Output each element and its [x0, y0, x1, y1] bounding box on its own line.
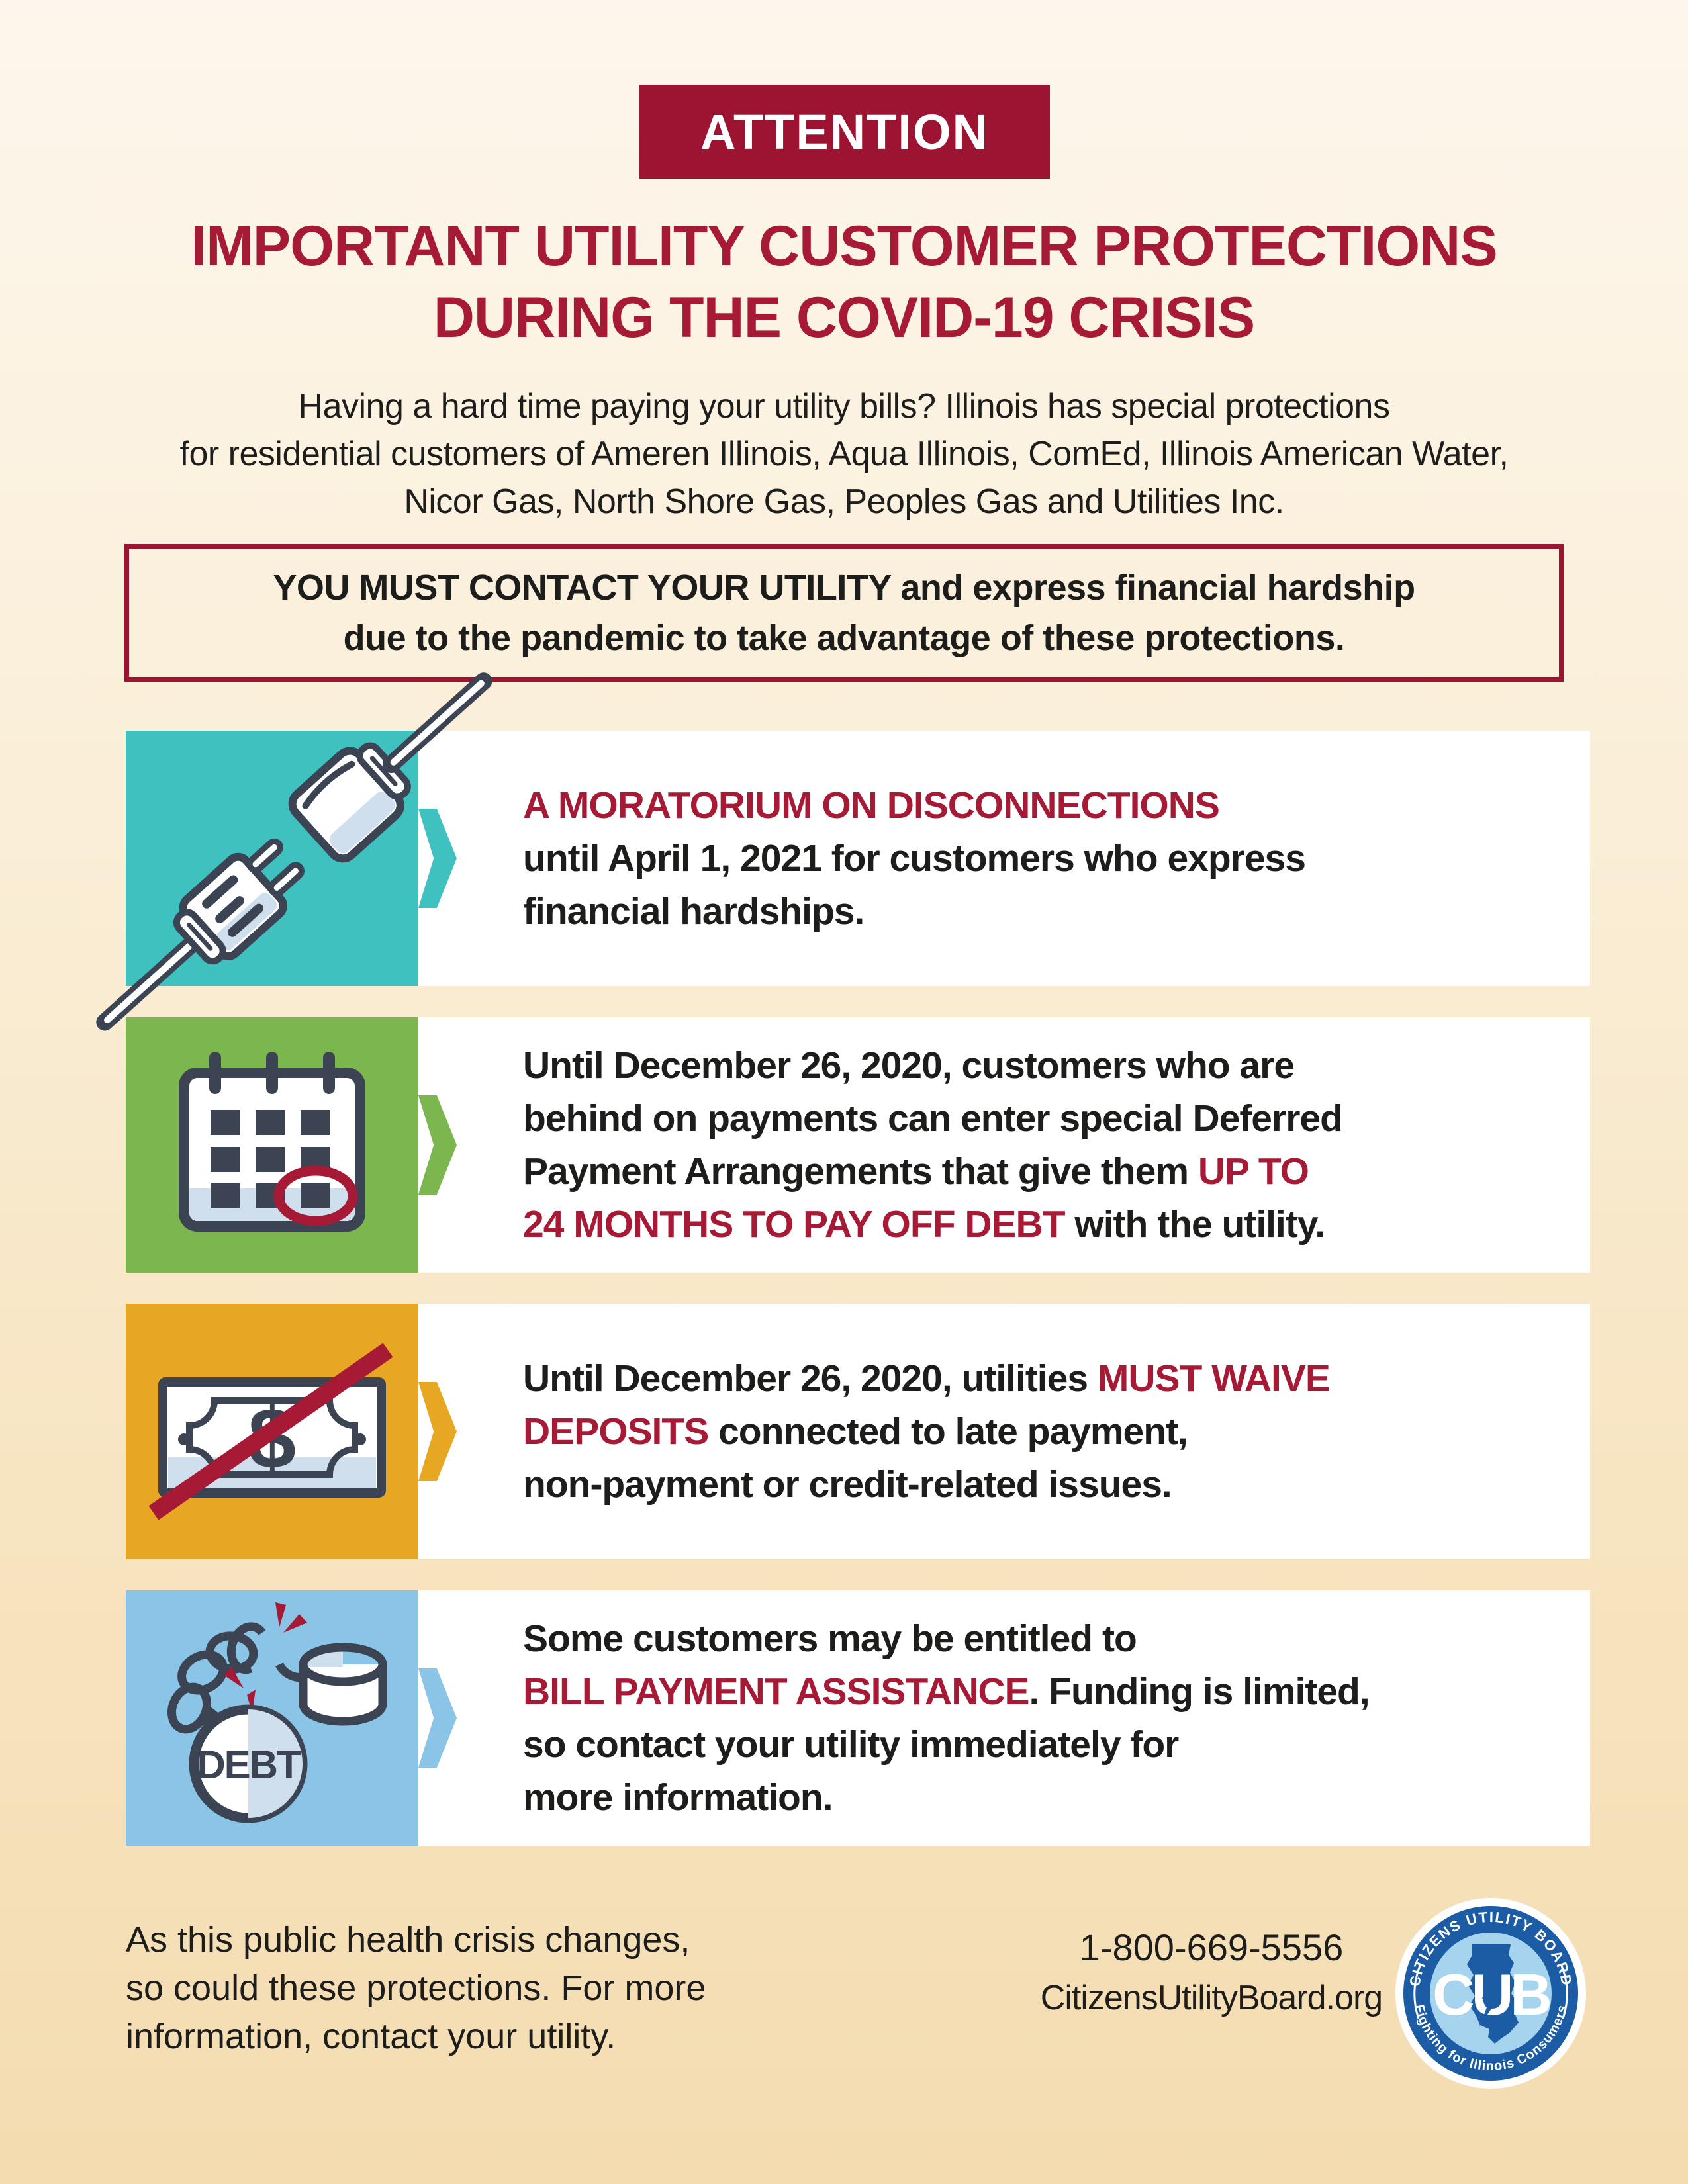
protection-text: Until December 26, 2020, utilities MUST …: [523, 1357, 1331, 1506]
lightning-bolt-icon: [1479, 1966, 1503, 2026]
calendar-circled-date-icon: [126, 1017, 418, 1273]
illinois-state-shape: [1467, 1944, 1519, 2044]
attention-banner: ATTENTION: [639, 85, 1050, 179]
footer-note: As this public health crisis changes, so …: [126, 1920, 706, 2056]
protection-row-waived-deposits: $ Until December 26, 2020, utilities MUS…: [126, 1304, 1590, 1559]
protection-row-deferred-payments: Until December 26, 2020, customers who a…: [126, 1017, 1590, 1273]
protection-text: Until December 26, 2020, customers who a…: [523, 1044, 1343, 1246]
website-url: CitizensUtilityBoard.org: [1040, 1979, 1383, 2017]
contact-utility-notice-box: YOU MUST CONTACT YOUR UTILITY and expres…: [124, 544, 1564, 682]
broken-debt-chain-icon: DEBT: [126, 1590, 418, 1846]
chevron-right-icon: [418, 1095, 457, 1195]
phone-number: 1-800-669-5556: [1079, 1927, 1344, 1968]
page-title: IMPORTANT UTILITY CUSTOMER PROTECTIONS DU…: [191, 214, 1497, 349]
intro-paragraph: Having a hard time paying your utility b…: [179, 387, 1509, 521]
waived-deposit-money-icon: $: [126, 1304, 418, 1559]
protection-row-disconnections: A MORATORIUM ON DISCONNECTIONS until Apri…: [96, 672, 1590, 1031]
debt-ball-label: DEBT: [197, 1743, 301, 1787]
unplugged-power-cord-icon: [96, 672, 492, 1031]
chevron-right-icon: [418, 1668, 457, 1768]
chevron-right-icon: [418, 1382, 457, 1481]
cub-logo: CUB CITIZENS UTILITY BOARD Fighting for …: [1395, 1898, 1586, 2089]
protection-text: A MORATORIUM ON DISCONNECTIONS until Apri…: [523, 784, 1306, 933]
protection-row-bill-payment-assistance: DEBT Some customers may be entitled to BI…: [126, 1590, 1590, 1846]
protection-text: Some customers may be entitled to BILL PA…: [523, 1617, 1370, 1819]
attention-banner-label: ATTENTION: [700, 104, 989, 159]
footer-contact: 1-800-669-5556 CitizensUtilityBoard.org: [986, 1923, 1436, 2023]
